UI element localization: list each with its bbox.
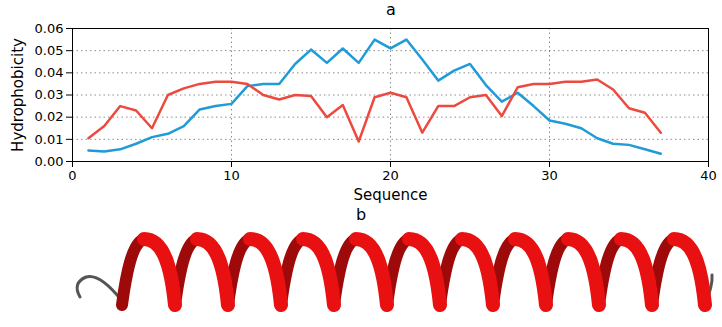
svg-text:30: 30	[541, 168, 558, 183]
svg-text:0.01: 0.01	[35, 131, 64, 146]
html-text:a: a	[386, 0, 396, 19]
svg-text:0.06: 0.06	[35, 21, 64, 36]
svg-text:0.03: 0.03	[35, 87, 64, 102]
svg-text:0.00: 0.00	[35, 154, 64, 169]
svg-text:20: 20	[382, 168, 399, 183]
svg-text:10: 10	[223, 168, 240, 183]
svg-text:0: 0	[68, 168, 76, 183]
svg-text:0.04: 0.04	[35, 65, 64, 80]
html-text:b: b	[355, 205, 367, 224]
svg-text:40: 40	[700, 168, 717, 183]
svg-text:0.02: 0.02	[35, 109, 64, 124]
svg-text:Sequence: Sequence	[354, 186, 428, 204]
svg-text:0.05: 0.05	[35, 43, 64, 58]
svg-text:Hydrophobicity: Hydrophobicity	[9, 38, 27, 152]
